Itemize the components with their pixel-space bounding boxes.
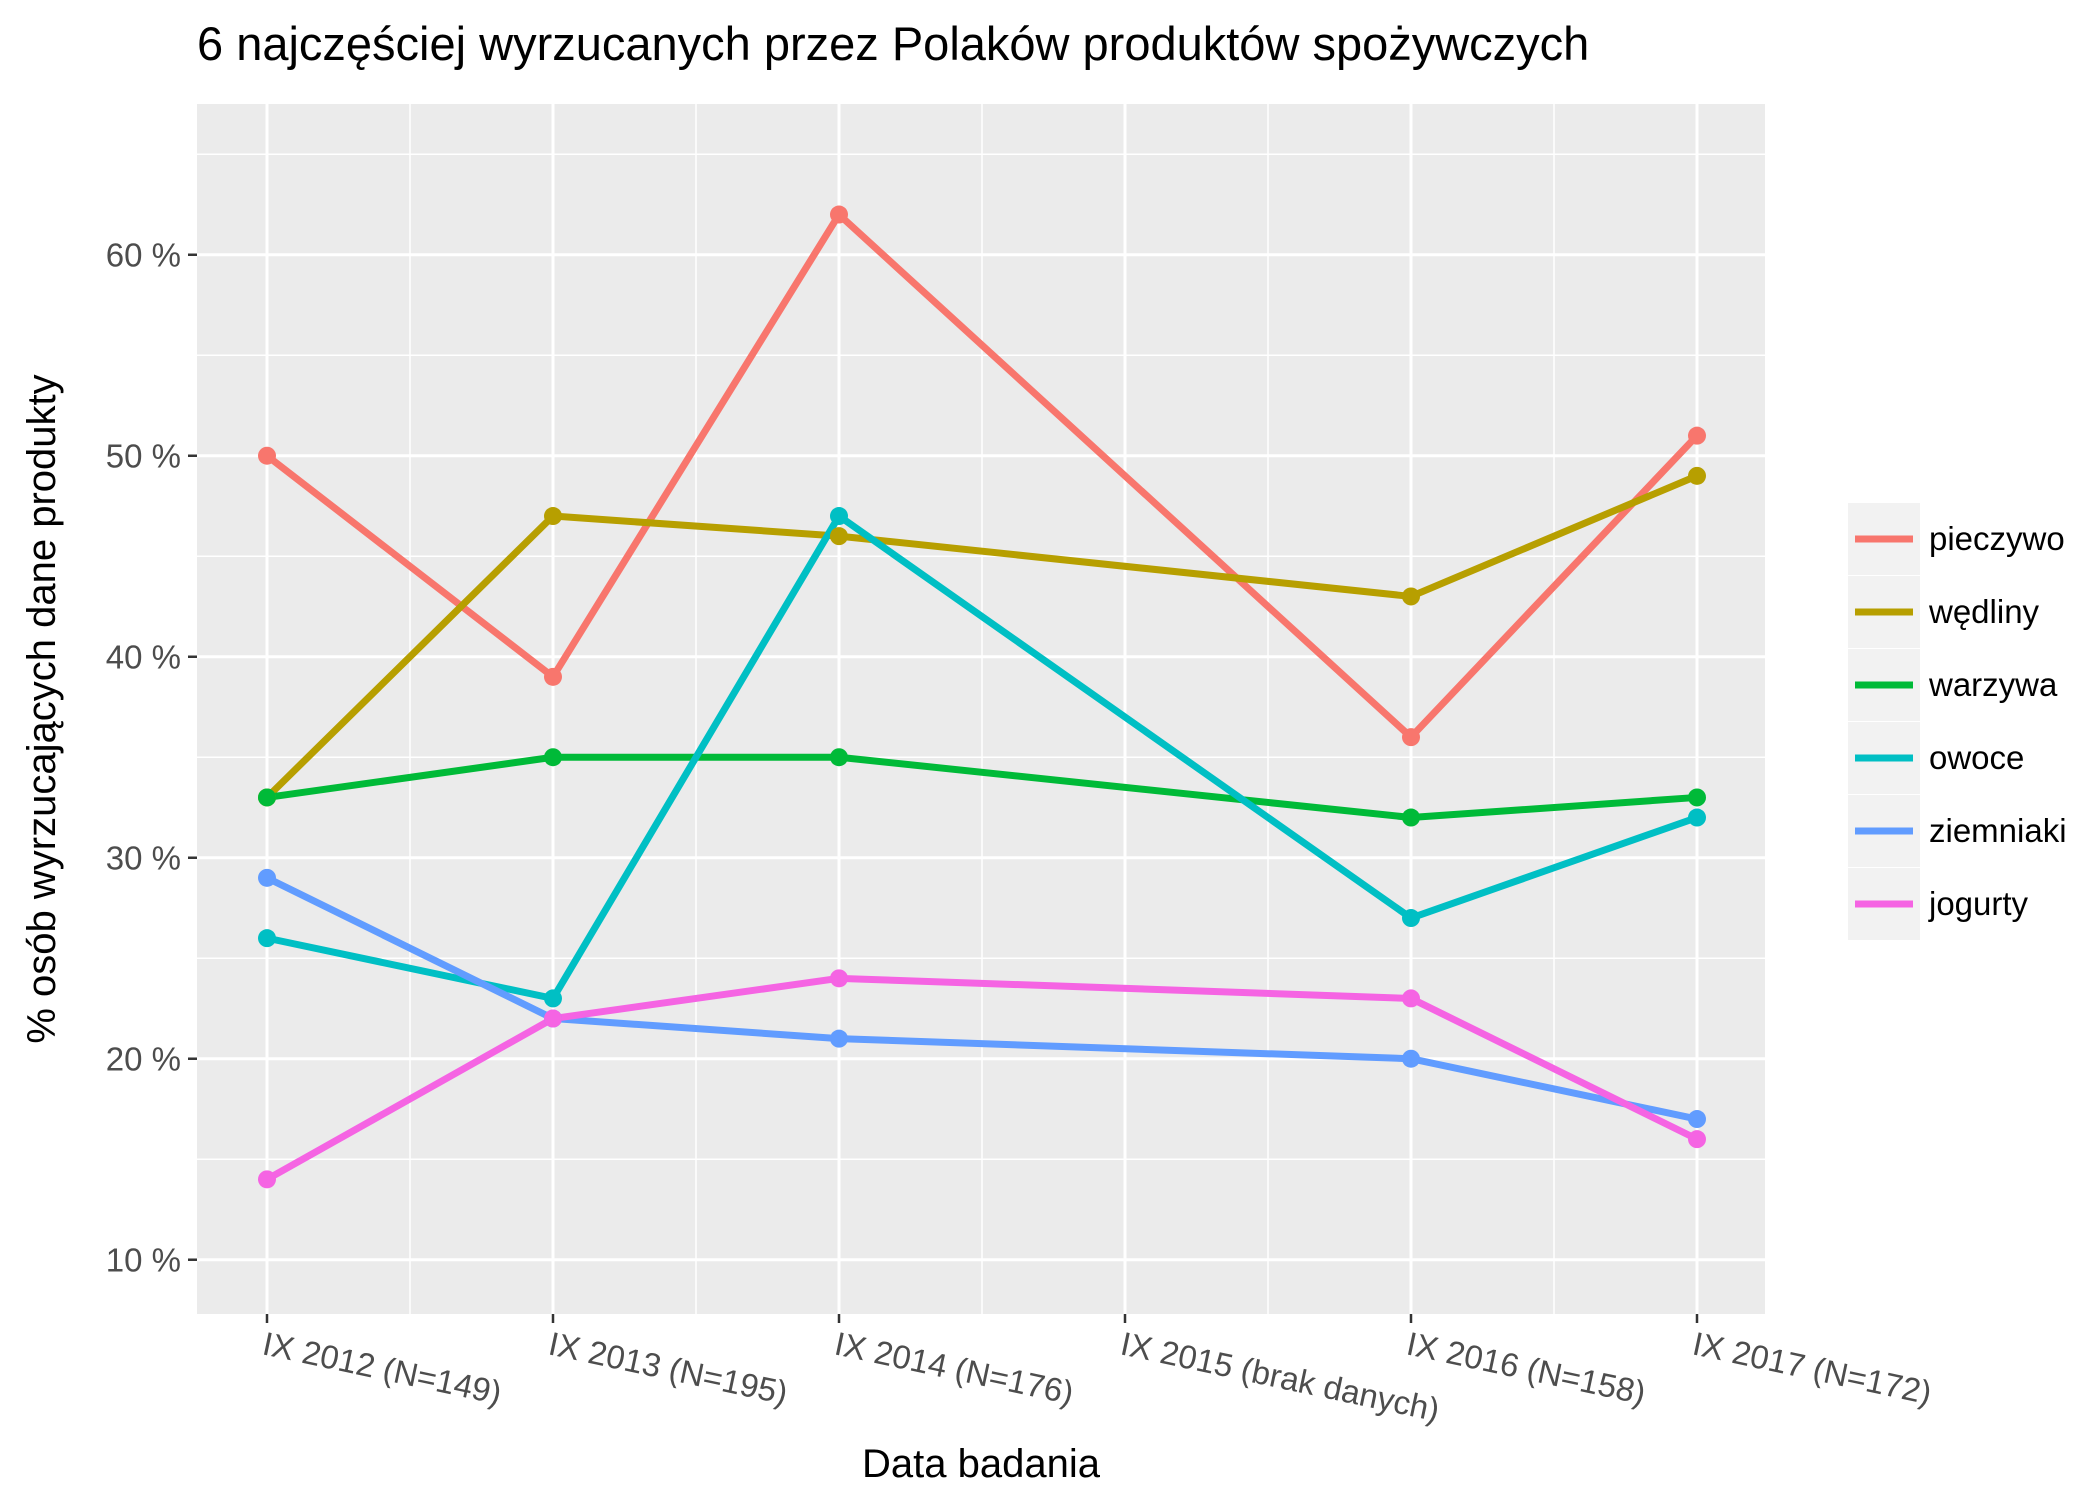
data-point-3-4 [1402,909,1420,928]
data-point-4-0 [258,868,276,887]
x-tick-label: IX 2017 (N=172) [1690,1325,1935,1412]
y-tick-label: 20 % [106,1041,181,1078]
data-point-5-5 [1688,1130,1706,1149]
y-tick-label: 60 % [106,237,181,274]
data-point-2-5 [1688,788,1706,807]
data-point-2-2 [830,748,848,767]
legend-label-1: wędliny [1928,593,2040,630]
data-point-1-4 [1402,587,1420,606]
data-point-5-2 [830,969,848,988]
data-point-1-5 [1688,466,1706,485]
chart-title: 6 najczęściej wyrzucanych przez Polaków … [197,17,1589,70]
data-point-4-5 [1688,1110,1706,1129]
data-point-1-1 [544,507,562,526]
data-point-3-0 [258,929,276,948]
legend-label-0: pieczywo [1929,520,2065,557]
data-point-2-4 [1402,808,1420,827]
data-point-4-2 [830,1029,848,1048]
data-point-1-2 [830,527,848,546]
y-tick-label: 50 % [106,438,181,475]
x-axis: IX 2012 (N=149) IX 2013 (N=195) IX 2014 (N… [260,1314,1935,1428]
data-point-3-5 [1688,808,1706,827]
legend: pieczywo wędliny warzywa owoce ziemniaki jogu… [1848,503,2088,941]
data-point-0-5 [1688,426,1706,445]
legend-label-4: ziemniaki [1929,812,2067,849]
data-point-5-1 [544,1009,562,1028]
y-tick-label: 30 % [106,840,181,877]
x-tick-label: IX 2012 (N=149) [260,1325,505,1412]
data-point-0-1 [544,667,562,686]
data-point-0-4 [1402,728,1420,747]
data-point-0-2 [830,205,848,224]
data-point-2-1 [544,748,562,767]
y-tick-label: 40 % [106,639,181,676]
data-point-5-0 [258,1170,276,1189]
data-point-0-0 [258,446,276,465]
x-tick-label: IX 2013 (N=195) [546,1325,791,1412]
minor-gridlines [197,104,1765,1314]
x-tick-label: IX 2015 (brak danych) [1118,1325,1443,1429]
x-tick-label: IX 2014 (N=176) [832,1325,1077,1412]
plot-panel [197,104,1765,1314]
y-axis: 10 % 20 % 30 % 40 % 50 % 60 % [106,237,197,1279]
y-axis-title: % osób wyrzucających dane produkty [20,374,64,1043]
legend-label-5: jogurty [1928,885,2029,922]
series-points [258,205,1706,1189]
data-point-3-1 [544,989,562,1008]
x-axis-title: Data badania [862,1442,1101,1486]
legend-label-2: warzywa [1928,666,2058,703]
legend-label-3: owoce [1929,739,2024,776]
data-point-5-4 [1402,989,1420,1008]
y-tick-label: 10 % [106,1242,181,1279]
data-point-4-4 [1402,1049,1420,1068]
data-point-3-2 [830,507,848,526]
data-point-2-0 [258,788,276,807]
